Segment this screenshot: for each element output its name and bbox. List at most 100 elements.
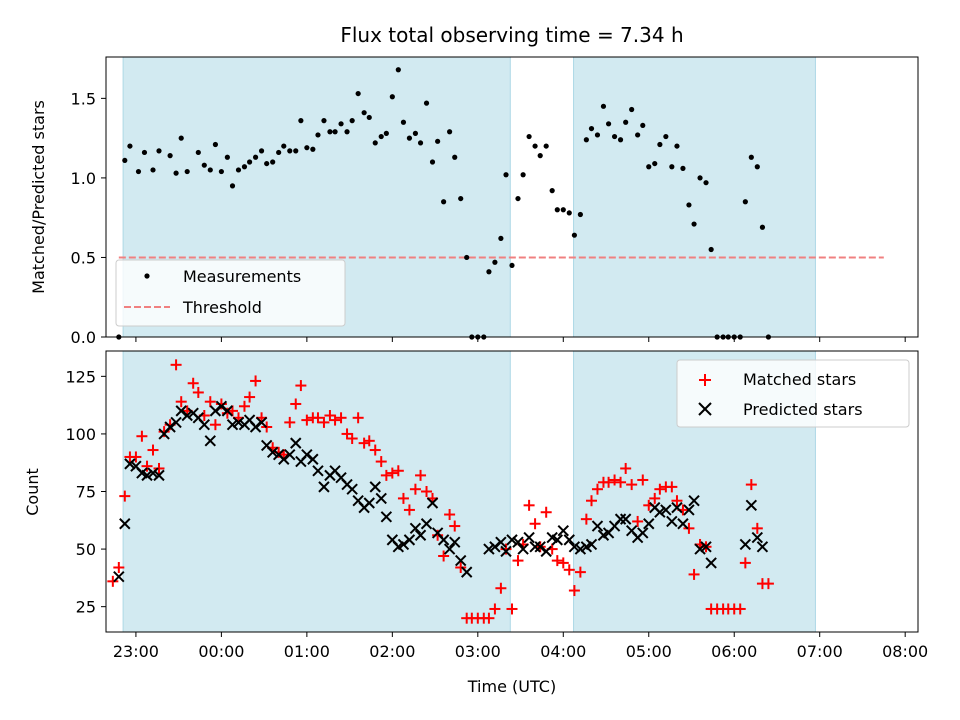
matched-point [683, 522, 695, 534]
predicted-point [751, 531, 764, 544]
matched-point [403, 504, 415, 516]
matched-point [671, 495, 683, 507]
matched-point [346, 433, 358, 445]
top-axes-frame [105, 56, 919, 338]
measurement-point [207, 167, 213, 173]
measurement-point [315, 132, 321, 138]
measurement-point [617, 137, 624, 143]
measurement-point [321, 118, 327, 124]
bottom-legend-box [676, 359, 910, 428]
predicted-point [449, 536, 461, 548]
measurement-point [583, 137, 589, 143]
predicted-point [221, 405, 234, 417]
predicted-point [204, 435, 216, 447]
measurement-point [281, 143, 287, 149]
measurement-point [310, 146, 316, 152]
matched-point [369, 444, 381, 456]
measurement-point [742, 199, 748, 205]
predicted-point [290, 437, 302, 449]
measurement-point [492, 259, 498, 265]
matched-point [568, 585, 580, 597]
matched-point [244, 391, 256, 403]
matched-point [238, 400, 250, 412]
bottom-y-tick-label: 25 [76, 598, 96, 617]
predicted-point [318, 481, 330, 493]
matched-point [649, 492, 661, 504]
predicted-point [170, 416, 182, 429]
top-shaded-window-2 [573, 56, 816, 338]
measurement-point [400, 119, 407, 125]
measurement-point [383, 130, 389, 136]
measurement-point [509, 262, 515, 269]
matched-point [187, 377, 199, 389]
predicted-point [255, 416, 268, 429]
predicted-point [232, 416, 245, 429]
legend-measurements-marker [144, 273, 150, 279]
predicted-point [495, 536, 507, 548]
predicted-point [380, 511, 393, 523]
measurement-point [167, 153, 173, 159]
matched-point [318, 416, 330, 428]
x-tick-label: 23:00 [113, 642, 159, 661]
matched-point [603, 476, 615, 488]
measurement-point [141, 149, 148, 156]
matched-point [762, 578, 774, 590]
predicted-point [517, 543, 529, 555]
predicted-point [694, 543, 706, 555]
measurement-point [298, 118, 304, 124]
predicted-point [705, 557, 717, 569]
measurement-point [372, 140, 378, 146]
bottom-y-tick-label: 75 [76, 483, 96, 502]
predicted-point [181, 409, 193, 422]
predicted-point [756, 541, 769, 553]
predicted-point [375, 492, 387, 505]
matched-point [290, 398, 302, 410]
measurement-point [657, 141, 663, 148]
matched-point [489, 603, 501, 615]
matched-point [227, 405, 239, 417]
measurement-point [338, 121, 344, 127]
top-legend-box [115, 259, 346, 327]
predicted-point [585, 538, 598, 551]
matched-point [654, 483, 666, 495]
top-y-axis-label: Matched/Predicted stars [29, 100, 48, 294]
matched-point [375, 456, 387, 468]
measurement-point [293, 148, 299, 154]
matched-point [153, 462, 165, 474]
matched-point [295, 380, 307, 392]
matched-point [409, 483, 421, 495]
predicted-point [637, 527, 649, 539]
measurement-point [686, 202, 692, 208]
measurement-point [703, 180, 709, 186]
matched-point [141, 460, 153, 472]
measurement-point [560, 207, 566, 213]
matched-point [301, 414, 313, 426]
matched-point [329, 414, 341, 426]
measurement-point [287, 148, 293, 154]
matched-point [358, 437, 370, 449]
x-tick-label: 05:00 [626, 642, 672, 661]
matched-point [415, 469, 427, 481]
measurement-point [515, 195, 521, 202]
predicted-point [660, 504, 672, 516]
measurement-point [600, 103, 607, 109]
matched-point [397, 492, 409, 504]
measurement-point [184, 168, 190, 175]
measurement-point [406, 135, 413, 141]
matched-point [449, 520, 461, 532]
measurement-point [532, 143, 538, 149]
measurement-point [135, 168, 142, 175]
x-tick-label: 03:00 [455, 642, 501, 661]
measurement-point [640, 122, 646, 129]
bottom-y-ticks: 25 50 75 100 125 [65, 367, 106, 617]
figure-title: Flux total observing time = 7.34 h [340, 23, 683, 47]
top-series-1 [116, 67, 772, 340]
measurement-point [759, 224, 766, 230]
predicted-point [147, 467, 159, 479]
measurement-point [605, 121, 612, 127]
predicted-point [688, 495, 700, 507]
matched-point [734, 603, 746, 615]
matched-point [250, 375, 262, 387]
matched-point [637, 474, 649, 486]
bottom-x-ticks: 23:00 00:00 01:00 02:00 03:00 04:00 05:00 06:00… [113, 632, 928, 661]
